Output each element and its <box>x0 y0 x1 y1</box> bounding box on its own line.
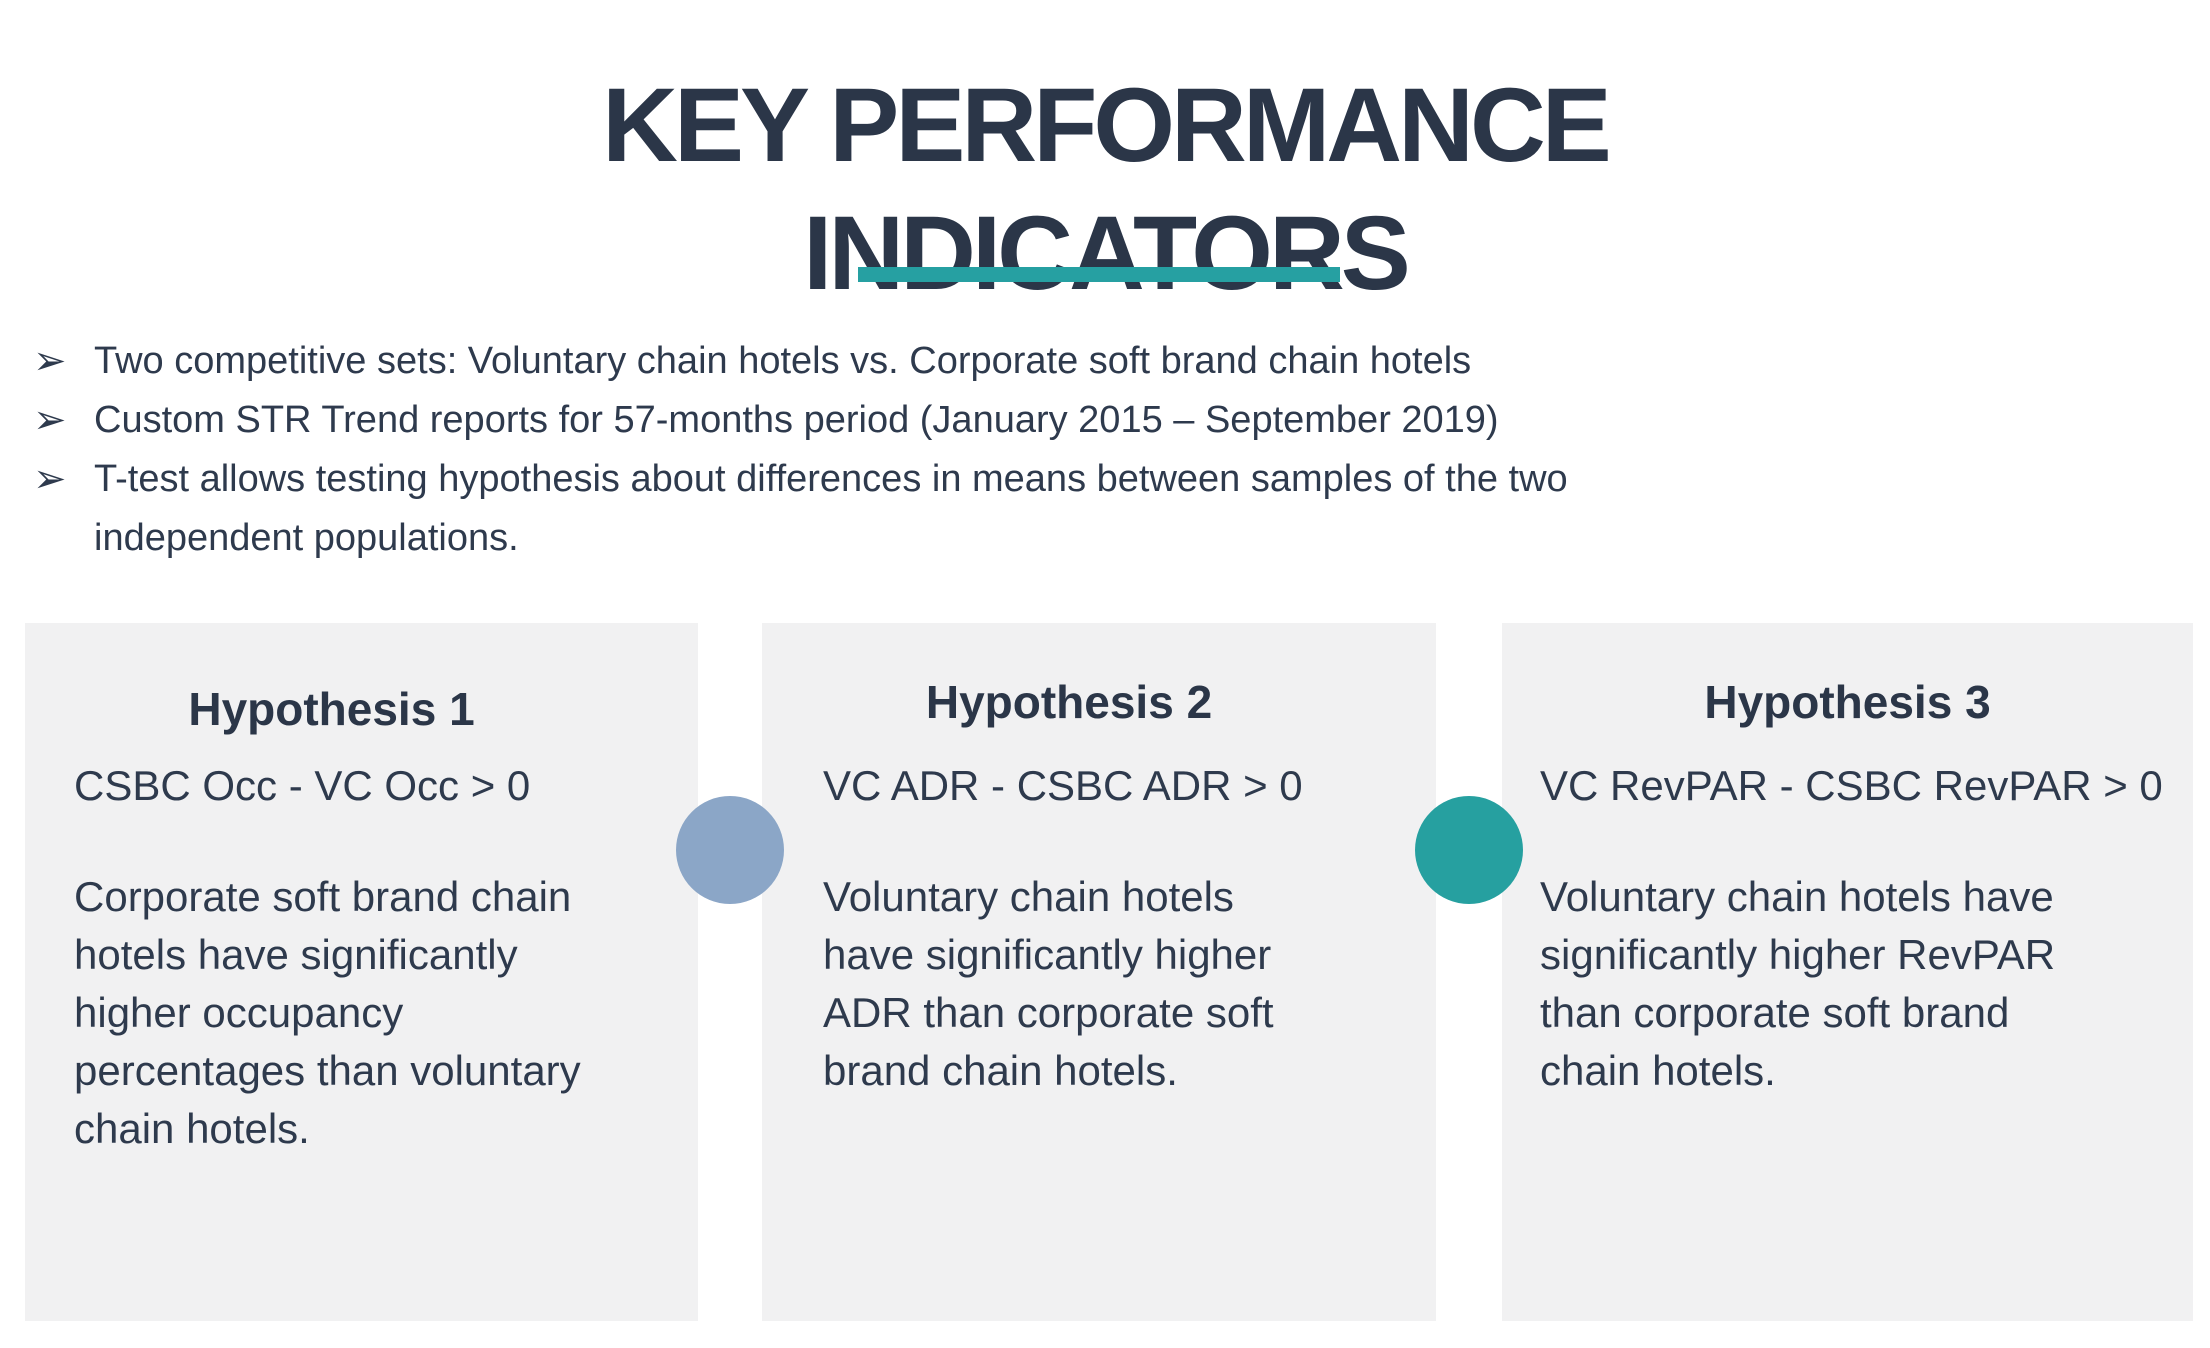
connector-circle-blue <box>676 796 784 904</box>
hypothesis-1-card: Hypothesis 1 CSBC Occ - VC Occ > 0 Corpo… <box>25 623 698 1321</box>
page-title-line-2: INDICATORS <box>803 195 1411 313</box>
hypothesis-2-card: Hypothesis 2 VC ADR - CSBC ADR > 0 Volun… <box>762 623 1436 1321</box>
bullet-item: ➢ Custom STR Trend reports for 57-months… <box>33 391 2170 450</box>
hypothesis-1-heading: Hypothesis 1 <box>188 683 475 736</box>
arrow-bullet-icon: ➢ <box>33 457 67 501</box>
hypothesis-1-description: Corporate soft brand chain hotels have s… <box>74 873 581 1152</box>
hypothesis-3-description: Voluntary chain hotels have significantl… <box>1540 873 2056 1094</box>
bullet-text: Custom STR Trend reports for 57-months p… <box>94 399 1499 441</box>
bullet-item: ➢ Two competitive sets: Voluntary chain … <box>33 332 2170 391</box>
page-title-line-1: KEY PERFORMANCE <box>602 67 1612 185</box>
hypothesis-2-description: Voluntary chain hotels have significantl… <box>823 873 1274 1094</box>
connector-circle-teal <box>1415 796 1523 904</box>
bullet-item: ➢ T-test allows testing hypothesis about… <box>33 450 2170 568</box>
page-title: KEY PERFORMANCE INDICATORS <box>0 62 2210 318</box>
hypothesis-3-heading: Hypothesis 3 <box>1704 676 1991 729</box>
hypothesis-2-heading: Hypothesis 2 <box>925 676 1213 729</box>
bullet-text: Two competitive sets: Voluntary chain ho… <box>94 340 1472 382</box>
bullet-list: ➢ Two competitive sets: Voluntary chain … <box>33 332 2170 568</box>
hypothesis-3-formula: VC RevPAR - CSBC RevPAR > 0 <box>1540 762 2163 809</box>
arrow-bullet-icon: ➢ <box>33 339 67 383</box>
hypothesis-2-formula: VC ADR - CSBC ADR > 0 <box>823 762 1303 809</box>
title-accent-bar <box>858 267 1340 282</box>
arrow-bullet-icon: ➢ <box>33 398 67 442</box>
hypothesis-1-formula: CSBC Occ - VC Occ > 0 <box>74 762 531 809</box>
bullet-text: T-test allows testing hypothesis about d… <box>94 458 1568 559</box>
hypothesis-3-card: Hypothesis 3 VC RevPAR - CSBC RevPAR > 0… <box>1502 623 2193 1321</box>
